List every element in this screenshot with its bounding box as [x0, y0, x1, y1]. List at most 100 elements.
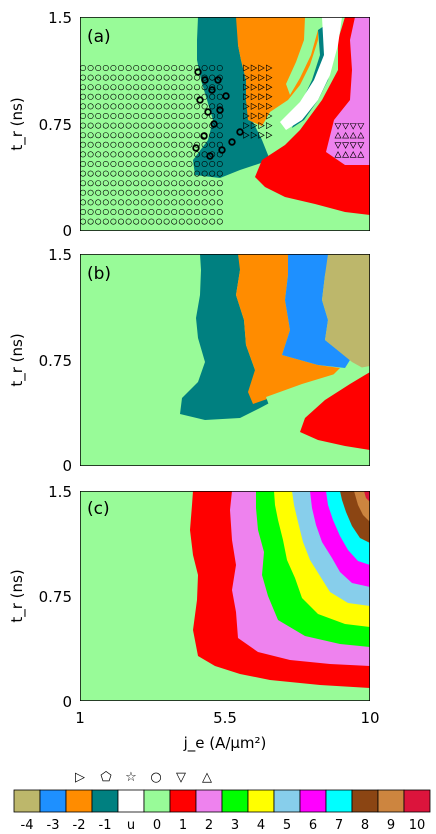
circle-marker [163, 141, 170, 148]
pentagon-marker [200, 132, 208, 140]
circle-marker [216, 180, 223, 187]
panel-a-region-u [280, 17, 342, 130]
circle-marker [216, 189, 223, 196]
circle-marker [118, 84, 125, 91]
circle-marker [216, 161, 223, 168]
circle-marker [95, 93, 102, 100]
circle-marker [186, 65, 193, 72]
legend-swatch [65, 789, 93, 813]
circle-marker [102, 151, 109, 158]
circle-marker [95, 180, 102, 187]
circle-marker [216, 170, 223, 177]
circle-marker [209, 74, 216, 81]
circle-marker [110, 170, 117, 177]
panel-c-ytick-mid: 0.75 [39, 588, 72, 606]
triangle-right-marker [258, 122, 265, 130]
circle-marker [163, 170, 170, 177]
circle-marker [171, 180, 178, 187]
circle-marker [156, 218, 163, 225]
circle-marker [148, 103, 155, 110]
circle-marker [125, 132, 132, 139]
circle-marker [186, 84, 193, 91]
circle-marker [216, 132, 223, 139]
circle-marker [201, 170, 208, 177]
circle-marker [95, 151, 102, 158]
triangle-down-marker [349, 142, 357, 149]
circle-marker [110, 151, 117, 158]
circle-marker [171, 189, 178, 196]
circle-marker [102, 84, 109, 91]
triangle-right-marker [266, 64, 273, 72]
circle-marker [102, 103, 109, 110]
circle-marker [110, 161, 117, 168]
panel-a-label: (a) [87, 27, 111, 47]
circle-marker [209, 209, 216, 216]
circle-marker [171, 218, 178, 225]
circle-marker [110, 122, 117, 129]
circle-marker [110, 209, 117, 216]
circle-marker [178, 132, 185, 139]
circle-marker [125, 151, 132, 158]
circle-marker [125, 189, 132, 196]
circle-marker [87, 180, 94, 187]
panel-c-ytick-max: 1.5 [48, 483, 72, 501]
circle-marker [125, 170, 132, 177]
circle-marker [171, 65, 178, 72]
circle-marker [186, 180, 193, 187]
circle-marker [186, 170, 193, 177]
circle-marker [201, 65, 208, 72]
circle-marker [194, 180, 201, 187]
circle-marker [125, 122, 132, 129]
circle-marker [95, 141, 102, 148]
circle-marker [140, 180, 147, 187]
circle-marker [87, 113, 94, 120]
panel-b-region-p1 [300, 372, 370, 450]
circle-marker [87, 199, 94, 206]
circle-marker [102, 141, 109, 148]
circle-marker [140, 103, 147, 110]
circle-marker [178, 122, 185, 129]
circle-marker [133, 132, 140, 139]
triangle-right-marker [266, 83, 273, 91]
triangle-right-marker [250, 102, 258, 110]
circle-marker [201, 161, 208, 168]
xtick-min: 1 [75, 709, 85, 727]
circle-marker [102, 180, 109, 187]
circle-marker [156, 161, 163, 168]
circle-marker [133, 84, 140, 91]
circle-marker [209, 113, 216, 120]
circle-marker [140, 199, 147, 206]
circle-marker [216, 209, 223, 216]
panel-c-region-p9 [354, 491, 370, 522]
triangle-right-marker [243, 112, 250, 120]
circle-marker [171, 209, 178, 216]
triangle-right-marker [266, 112, 273, 120]
circle-marker [118, 74, 125, 81]
triangle-right-marker [258, 64, 265, 72]
circle-marker [95, 103, 102, 110]
circle-marker [194, 199, 201, 206]
circle-marker [110, 113, 117, 120]
circle-marker [133, 170, 140, 177]
triangle-right-marker [258, 112, 265, 120]
circle-marker [171, 161, 178, 168]
circle-marker [171, 132, 178, 139]
triangle-down-marker [334, 123, 342, 130]
circle-marker [171, 113, 178, 120]
panel-b-region-m2 [236, 254, 340, 404]
circle-marker [148, 199, 155, 206]
circle-marker [186, 161, 193, 168]
circle-marker [133, 209, 140, 216]
legend-swatch [39, 789, 67, 813]
pentagon-marker [236, 128, 244, 136]
circle-marker [118, 132, 125, 139]
circle-marker [194, 65, 201, 72]
circle-marker [118, 209, 125, 216]
legend-label: -1 [99, 818, 112, 833]
circle-marker [209, 180, 216, 187]
triangle-right-marker [258, 131, 265, 139]
pentagon-marker [218, 146, 226, 154]
legend-swatch [377, 789, 405, 813]
triangle-right-marker [250, 83, 258, 91]
circle-marker [156, 151, 163, 158]
